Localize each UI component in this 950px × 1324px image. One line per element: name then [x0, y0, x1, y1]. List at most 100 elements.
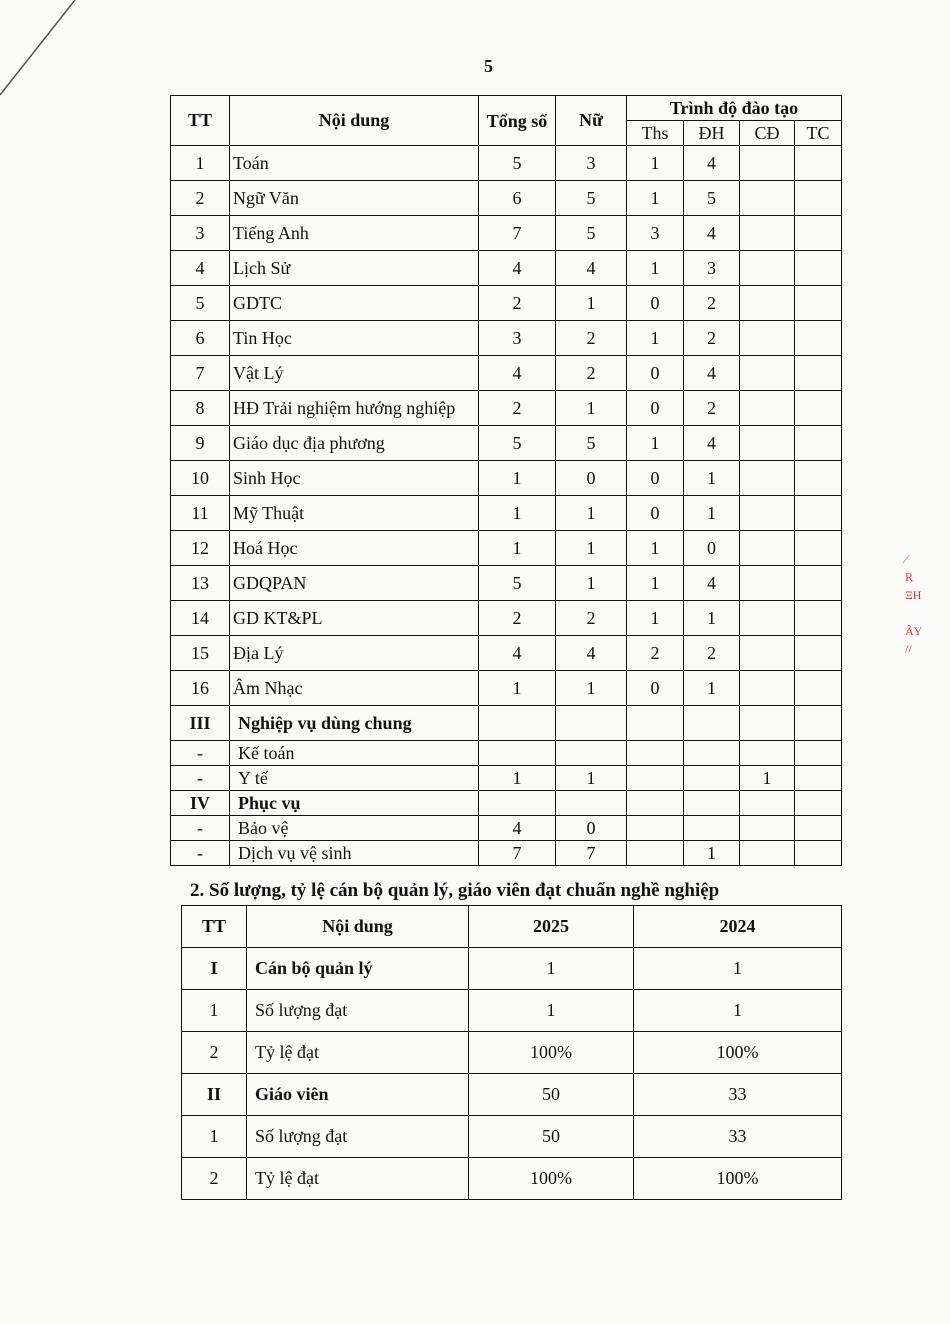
cell-tc: [794, 460, 842, 496]
cell-empty: [626, 790, 684, 816]
cell-ths: 1: [626, 145, 684, 181]
cell-cd: 1: [739, 765, 795, 791]
cell-tt: 1: [181, 989, 247, 1032]
cell-female: 2: [555, 600, 627, 636]
cell-tc: [794, 250, 842, 286]
group-row: III Nghiệp vụ dùng chung: [170, 705, 842, 741]
cell-empty: [478, 705, 556, 741]
header-2024: 2024: [633, 905, 842, 948]
cell-tt: 7: [170, 355, 230, 391]
cell-2024: 33: [633, 1073, 842, 1116]
cell-dh: 2: [683, 635, 740, 671]
table-row: I Cán bộ quản lý 1 1: [181, 947, 842, 990]
cell-female: 1: [555, 495, 627, 531]
cell-content: Tỷ lệ đạt: [246, 1157, 469, 1200]
cell-tc: [794, 355, 842, 391]
cell-2025: 50: [468, 1115, 634, 1158]
cell-female: 2: [555, 320, 627, 356]
cell-female: 5: [555, 180, 627, 216]
cell-content: Giáo viên: [246, 1073, 469, 1116]
cell-tt: 2: [170, 180, 230, 216]
cell-content: GDTC: [229, 285, 479, 321]
cell-tc: [794, 320, 842, 356]
cell-female: 4: [555, 635, 627, 671]
cell-content: Cán bộ quản lý: [246, 947, 469, 990]
table-row: 16 Âm Nhạc 1 1 0 1: [170, 670, 842, 706]
cell-total: 4: [478, 250, 556, 286]
cell-2024: 100%: [633, 1031, 842, 1074]
cell-content: Phục vụ: [229, 790, 479, 816]
cell-female: [555, 740, 627, 766]
cell-ths: [626, 765, 684, 791]
cell-tt: 12: [170, 530, 230, 566]
group-row: IV Phục vụ: [170, 790, 842, 816]
table-row: 6 Tin Học 3 2 1 2: [170, 320, 842, 356]
cell-total: 7: [478, 840, 556, 866]
header-tt: TT: [181, 905, 247, 948]
header-content: Nội dung: [229, 95, 479, 146]
table-row: 1 Số lượng đạt 1 1: [181, 989, 842, 1032]
cell-dh: 2: [683, 320, 740, 356]
cell-dh: 4: [683, 565, 740, 601]
cell-total: 5: [478, 565, 556, 601]
table-row: - Kế toán: [170, 740, 842, 766]
cell-female: 0: [555, 460, 627, 496]
cell-total: 4: [478, 355, 556, 391]
header-2025: 2025: [468, 905, 634, 948]
cell-content: Dịch vụ vệ sinh: [229, 840, 479, 866]
cell-dh: 5: [683, 180, 740, 216]
cell-content: Bảo vệ: [229, 815, 479, 841]
section-2-title: 2. Số lượng, tỷ lệ cán bộ quản lý, giáo …: [190, 880, 720, 901]
header-dh: ĐH: [683, 120, 740, 146]
cell-tt: 5: [170, 285, 230, 321]
cell-content: GDQPAN: [229, 565, 479, 601]
cell-ths: 0: [626, 355, 684, 391]
cell-ths: 1: [626, 320, 684, 356]
cell-female: 2: [555, 355, 627, 391]
cell-total: 7: [478, 215, 556, 251]
cell-cd: [739, 740, 795, 766]
table-row: 15 Địa Lý 4 4 2 2: [170, 635, 842, 671]
cell-tt: III: [170, 705, 230, 741]
table-row: 11 Mỹ Thuật 1 1 0 1: [170, 495, 842, 531]
cell-tc: [794, 215, 842, 251]
header-content: Nội dung: [246, 905, 469, 948]
cell-content: Kế toán: [229, 740, 479, 766]
cell-total: [478, 740, 556, 766]
cell-cd: [739, 530, 795, 566]
cell-ths: 0: [626, 285, 684, 321]
table-row: II Giáo viên 50 33: [181, 1073, 842, 1116]
cell-tt: IV: [170, 790, 230, 816]
cell-2024: 100%: [633, 1157, 842, 1200]
page-fold-line: [0, 0, 76, 96]
cell-ths: 1: [626, 600, 684, 636]
cell-content: Ngữ Văn: [229, 180, 479, 216]
cell-cd: [739, 635, 795, 671]
cell-tc: [794, 285, 842, 321]
cell-tc: [794, 495, 842, 531]
cell-dh: 4: [683, 355, 740, 391]
cell-content: Lịch Sử: [229, 250, 479, 286]
cell-tt: 16: [170, 670, 230, 706]
cell-tt: 10: [170, 460, 230, 496]
cell-total: 2: [478, 390, 556, 426]
cell-2024: 33: [633, 1115, 842, 1158]
page-number: 5: [484, 56, 493, 76]
cell-dh: 4: [683, 145, 740, 181]
cell-total: 1: [478, 765, 556, 791]
cell-female: 4: [555, 250, 627, 286]
cell-ths: [626, 740, 684, 766]
header-tt: TT: [170, 95, 230, 146]
table-row: - Bảo vệ 4 0: [170, 815, 842, 841]
cell-total: 2: [478, 285, 556, 321]
cell-tc: [794, 840, 842, 866]
cell-cd: [739, 670, 795, 706]
cell-empty: [794, 705, 842, 741]
cell-cd: [739, 565, 795, 601]
cell-tc: [794, 530, 842, 566]
cell-empty: [739, 790, 795, 816]
cell-2025: 1: [468, 989, 634, 1032]
red-stamp-fragment: ⁄ R ΞH ÂY//: [905, 552, 923, 656]
cell-tt: 1: [170, 145, 230, 181]
